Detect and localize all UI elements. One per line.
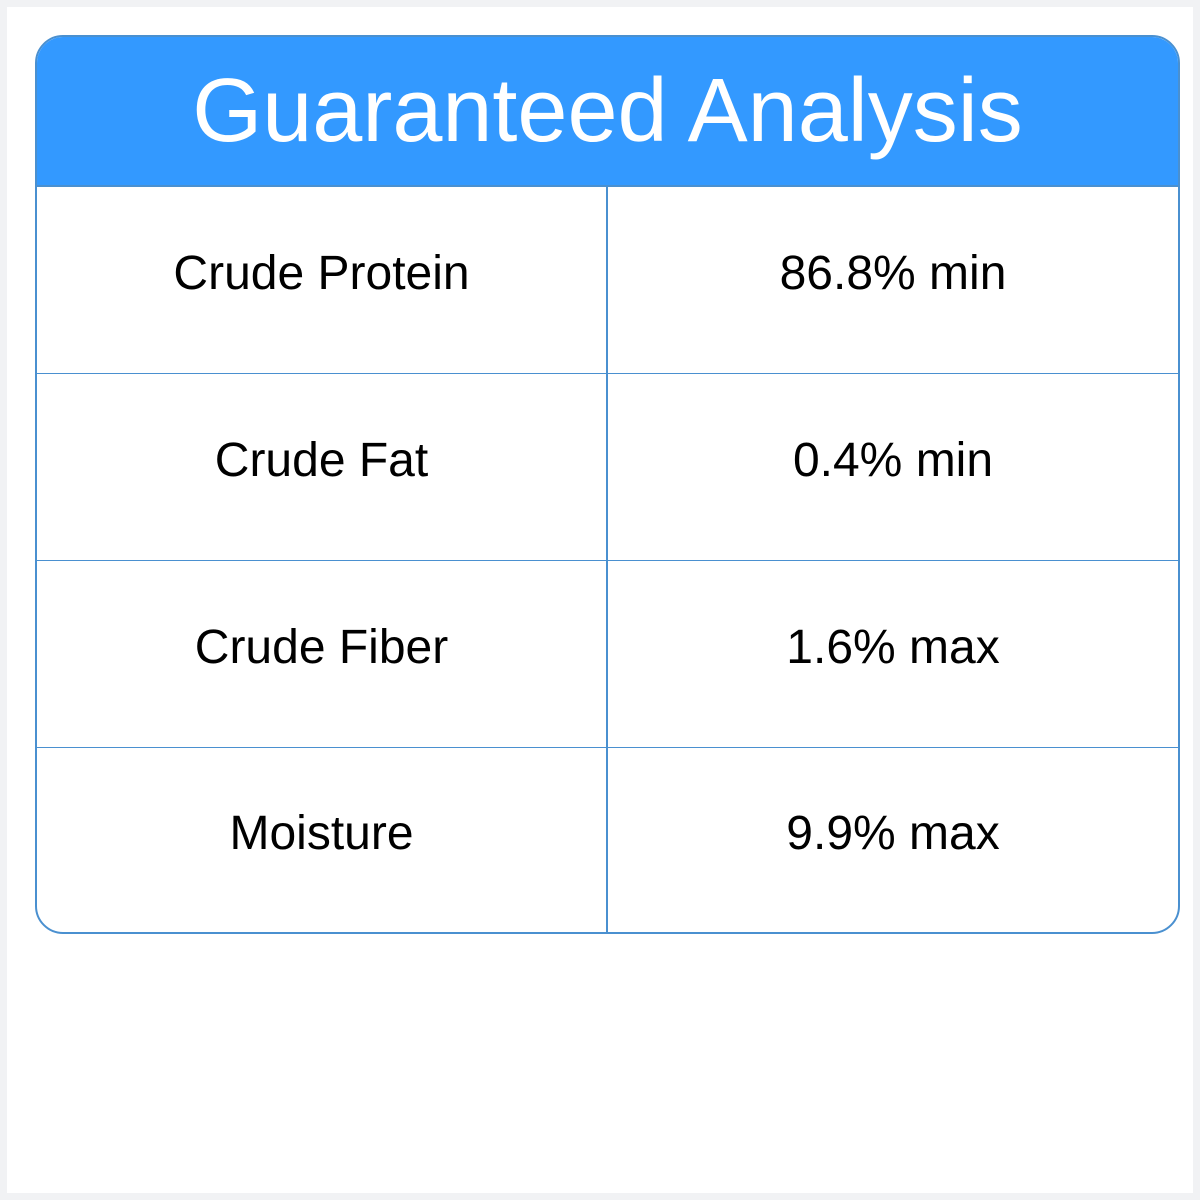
nutrient-name: Crude Protein (37, 187, 608, 373)
nutrient-value: 0.4% min (792, 433, 994, 487)
nutrient-name: Crude Fat (37, 374, 608, 560)
page: Guaranteed Analysis Crude Protein 86.8% … (7, 7, 1193, 1193)
nutrient-name: Moisture (37, 748, 608, 932)
analysis-table: Guaranteed Analysis Crude Protein 86.8% … (35, 35, 1180, 934)
table-title: Guaranteed Analysis (37, 37, 1178, 187)
nutrient-value: 1.6% max (786, 620, 1000, 674)
table-row: Crude Fiber 1.6% max (37, 561, 1178, 748)
table-row: Crude Fat 0.4% min (37, 374, 1178, 561)
table-row: Moisture 9.9% max (37, 748, 1178, 932)
nutrient-value: 86.8% min (779, 246, 1007, 300)
nutrient-name: Crude Fiber (37, 561, 608, 747)
table-row: Crude Protein 86.8% min (37, 187, 1178, 374)
nutrient-value: 9.9% max (786, 806, 1000, 860)
